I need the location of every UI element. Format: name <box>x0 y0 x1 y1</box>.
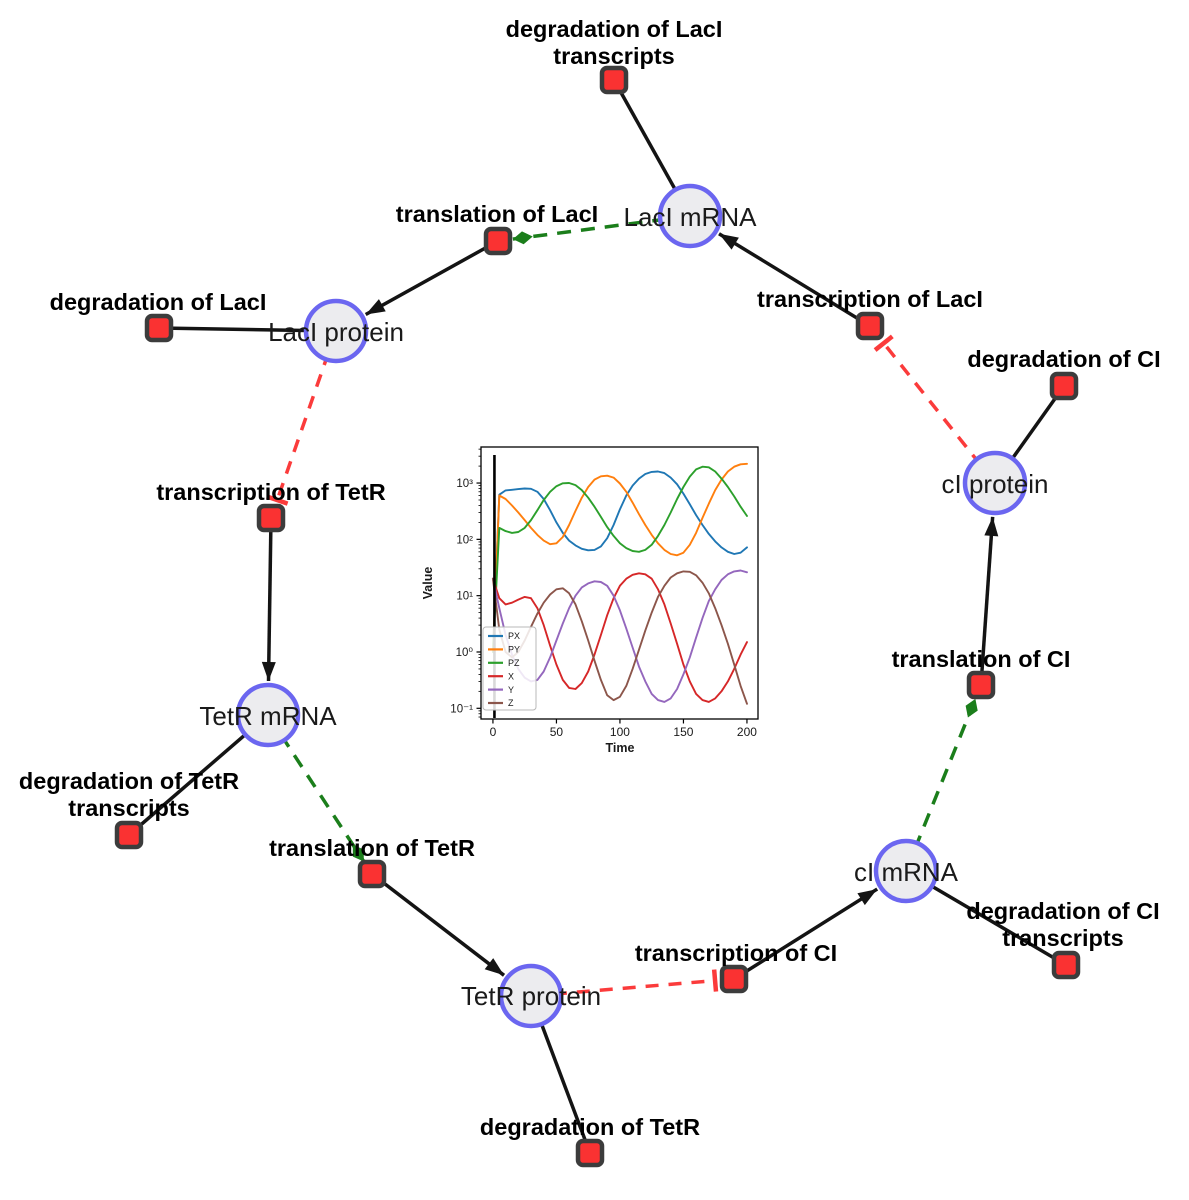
legend-label-PX: PX <box>508 631 520 641</box>
reaction-label-deg-laci-transcripts-line2: transcripts <box>553 43 674 69</box>
reaction-node-translation-ci[interactable] <box>966 670 996 700</box>
inset-chart: 0 50 100 150 20010³10²10¹10⁰10⁻¹TimeValuePXP… <box>420 435 770 760</box>
legend-label-Z: Z <box>508 698 514 708</box>
arrowhead-icon <box>984 516 999 537</box>
reaction-label-transcription-tetr: transcription of TetR <box>156 479 385 505</box>
x-tick-label: 0 <box>490 725 497 739</box>
reaction-node-deg-laci-transcripts[interactable] <box>599 65 629 95</box>
modifier-diamond-icon <box>512 231 533 245</box>
reaction-node-deg-ci-transcripts[interactable] <box>1051 950 1081 980</box>
reaction-node-translation-laci[interactable] <box>483 226 513 256</box>
species-label-laci-protein: LacI protein <box>268 317 404 347</box>
inhibition-tee-icon <box>711 969 719 992</box>
reaction-node-transcription-ci[interactable] <box>719 964 749 994</box>
reaction-nodes-layer <box>114 65 1081 1168</box>
edge-transcription-ci--ci-mrna <box>733 887 879 981</box>
y-tick-label: 10¹ <box>456 591 473 603</box>
curve-X <box>491 572 748 703</box>
legend-label-PZ: PZ <box>508 658 520 668</box>
species-label-ci-protein: cI protein <box>942 469 1049 499</box>
arrowhead-icon <box>719 233 739 250</box>
edge-transcription-tetr--tetr-mrna <box>261 517 276 682</box>
reaction-label-deg-ci-transcripts-line1: degradation of CI <box>966 898 1159 924</box>
x-tick-label: 50 <box>550 725 564 739</box>
arrowhead-icon <box>484 958 505 976</box>
curve-Z <box>491 570 748 705</box>
x-tick-label: 200 <box>737 725 757 739</box>
species-node-tetr-protein[interactable] <box>498 963 564 1029</box>
arrowhead-icon <box>261 661 276 682</box>
chart-legend: PX PY PZ XYZ <box>482 626 537 711</box>
reaction-node-deg-laci[interactable] <box>144 313 174 343</box>
reaction-node-deg-tetr-transcripts[interactable] <box>114 820 144 850</box>
reaction-label-deg-tetr-transcripts-line2: transcripts <box>68 795 189 821</box>
reaction-label-translation-laci: translation of LacI <box>396 201 598 227</box>
chart-curves <box>491 462 748 705</box>
y-tick-label: 10⁰ <box>456 647 474 659</box>
legend-label-Y: Y <box>508 685 514 695</box>
reaction-label-deg-tetr: degradation of TetR <box>480 1114 700 1140</box>
curve-PY <box>491 462 748 653</box>
edge-translation-tetr--tetr-protein <box>370 872 506 977</box>
species-label-tetr-mrna: TetR mRNA <box>199 701 337 731</box>
inhibition-tee-icon <box>266 494 289 506</box>
curve-PZ <box>491 465 748 653</box>
arrowhead-icon <box>365 299 386 315</box>
reaction-label-deg-tetr-transcripts-line1: degradation of TetR <box>19 768 239 794</box>
reaction-node-deg-ci[interactable] <box>1049 371 1079 401</box>
reaction-label-transcription-laci: transcription of LacI <box>757 286 983 312</box>
species-node-ci-protein[interactable] <box>962 450 1028 516</box>
reaction-label-transcription-ci: transcription of CI <box>635 940 837 966</box>
legend-label-PY: PY <box>508 645 520 655</box>
reaction-node-transcription-tetr[interactable] <box>256 503 286 533</box>
species-node-ci-mrna[interactable] <box>873 838 939 904</box>
reaction-node-translation-tetr[interactable] <box>357 859 387 889</box>
reaction-node-deg-tetr[interactable] <box>575 1138 605 1168</box>
species-node-laci-mrna[interactable] <box>657 183 723 249</box>
y-tick-label: 10² <box>456 534 473 546</box>
species-nodes-layer <box>235 183 1028 1029</box>
species-node-laci-protein[interactable] <box>303 298 369 364</box>
reaction-label-translation-ci: translation of CI <box>892 646 1071 672</box>
x-tick-label: 150 <box>673 725 693 739</box>
edge-transcription-laci--laci-mrna <box>718 232 871 328</box>
y-axis-title: Value <box>421 567 435 600</box>
species-node-tetr-mrna[interactable] <box>235 682 301 748</box>
edge-translation-ci--ci-protein <box>979 516 999 686</box>
modifier-diamond-icon <box>965 698 978 718</box>
reaction-node-transcription-laci[interactable] <box>855 311 885 341</box>
inhibition-tee-icon <box>873 334 894 352</box>
x-axis-title: Time <box>605 741 634 755</box>
reaction-label-translation-tetr: translation of TetR <box>269 835 475 861</box>
x-tick-label: 100 <box>610 725 630 739</box>
reaction-label-deg-ci: degradation of CI <box>967 346 1160 372</box>
edge-translation-laci--laci-protein <box>364 239 499 317</box>
y-tick-label: 10⁻¹ <box>450 703 473 715</box>
arrowhead-icon <box>857 889 878 906</box>
curve-PX <box>491 470 748 653</box>
species-label-laci-mrna: LacI mRNA <box>624 202 758 232</box>
species-label-tetr-protein: TetR protein <box>461 981 601 1011</box>
species-label-ci-mrna: cI mRNA <box>854 857 959 887</box>
labels-layer: degradation of LacItranscriptstranslatio… <box>19 16 1161 1140</box>
modifier-diamond-icon <box>352 844 364 862</box>
y-tick-label: 10³ <box>456 478 473 490</box>
reaction-label-deg-ci-transcripts-line2: transcripts <box>1002 925 1123 951</box>
reaction-label-deg-laci-transcripts-line1: degradation of LacI <box>506 16 723 42</box>
reaction-label-deg-laci: degradation of LacI <box>50 289 267 315</box>
legend-label-X: X <box>508 671 514 681</box>
